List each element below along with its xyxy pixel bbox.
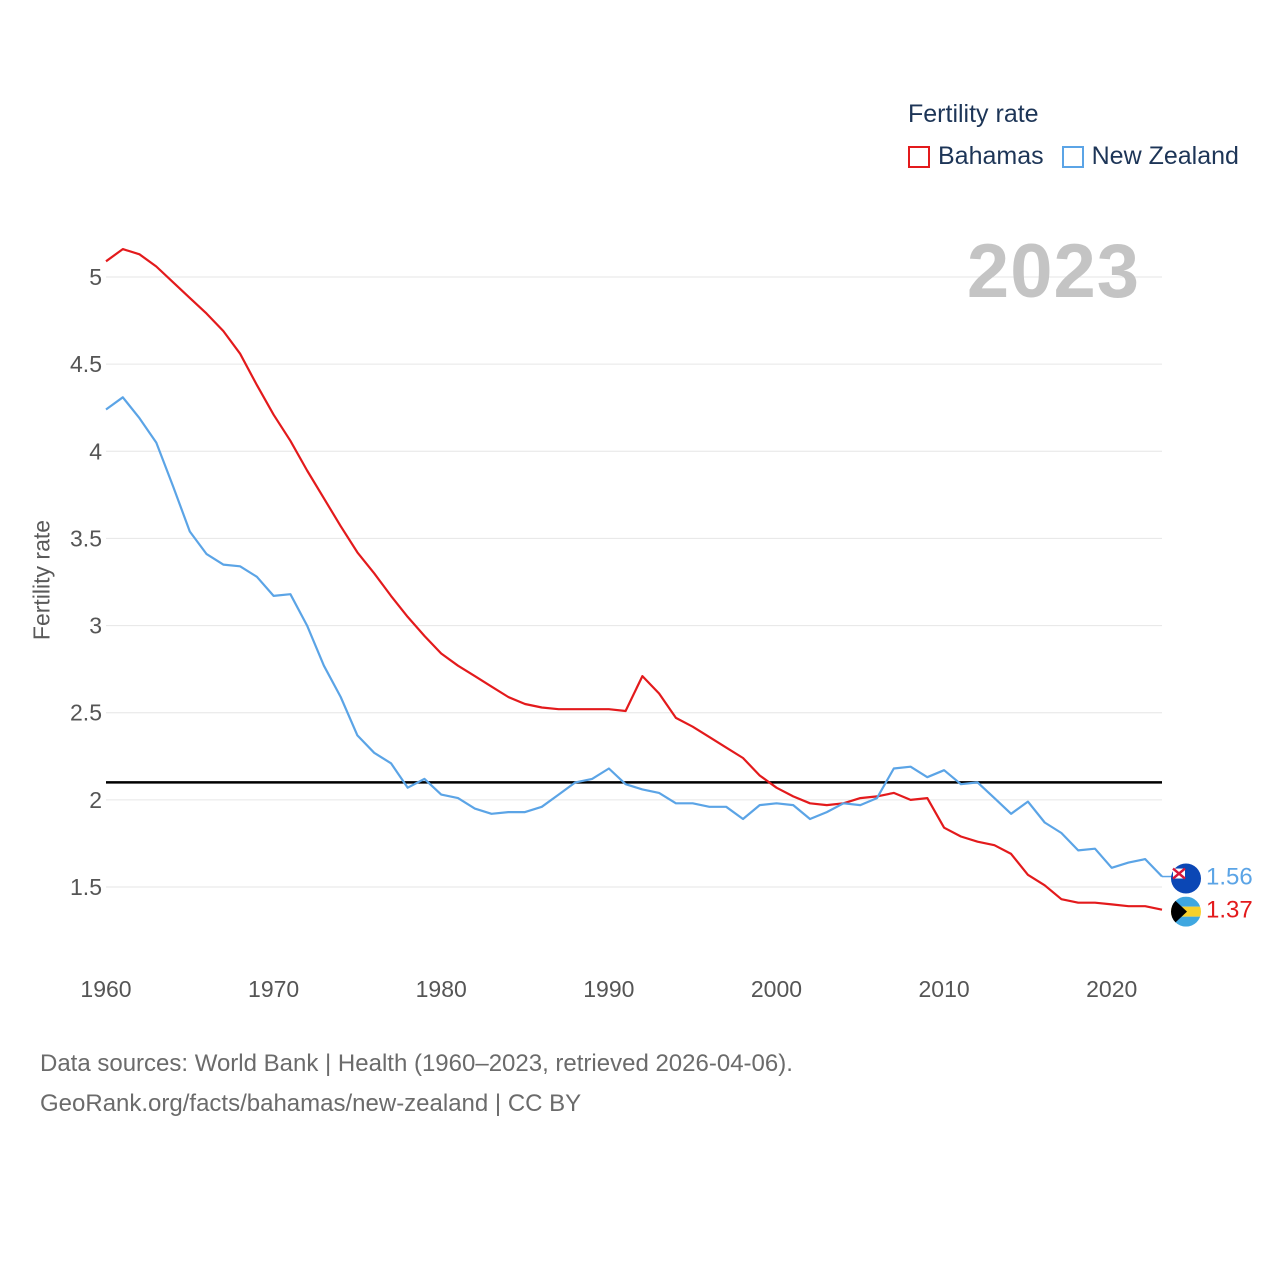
legend-swatch-bahamas (908, 145, 930, 168)
y-axis-label: Fertility rate (28, 519, 55, 641)
legend-swatch-new-zealand (1061, 145, 1084, 168)
series-line-new-zealand (105, 396, 1163, 878)
series-line-bahamas (105, 248, 1163, 911)
new-zealand-flag-icon (1171, 863, 1201, 894)
x-tick-label: 2010 (919, 976, 970, 1002)
y-tick-label: 1.5 (70, 874, 102, 900)
source-note: Data sources: World Bank | Health (1960–… (40, 1044, 793, 1124)
end-label-new-zealand: 1.56 (1206, 864, 1253, 891)
y-tick-label: 4.5 (70, 351, 102, 377)
bahamas-flag-icon (1171, 896, 1201, 927)
y-tick-label: 5 (89, 264, 102, 290)
legend-label-bahamas: Bahamas (938, 142, 1044, 170)
x-tick-label: 1960 (80, 976, 131, 1002)
y-tick-label: 2 (89, 787, 102, 813)
x-tick-label: 2000 (751, 976, 802, 1002)
source-line-1: Data sources: World Bank | Health (1960–… (40, 1050, 793, 1077)
legend-item-new-zealand[interactable]: New Zealand (1061, 142, 1239, 171)
source-line-2[interactable]: GeoRank.org/facts/bahamas/new-zealand | … (40, 1090, 582, 1117)
x-tick-label: 1980 (416, 976, 467, 1002)
end-label-bahamas: 1.37 (1206, 897, 1253, 924)
y-tick-label: 2.5 (70, 700, 102, 726)
year-label: 2023 (966, 229, 1140, 314)
legend: Bahamas New Zealand (908, 142, 1257, 171)
legend-label-new-zealand: New Zealand (1091, 142, 1239, 170)
legend-title: Fertility rate (908, 100, 1039, 128)
y-tick-label: 3.5 (70, 525, 102, 551)
y-tick-label: 3 (89, 613, 102, 639)
legend-item-bahamas[interactable]: Bahamas (908, 142, 1044, 171)
x-tick-label: 2020 (1086, 976, 1137, 1002)
x-tick-label: 1990 (583, 976, 634, 1002)
x-tick-label: 1970 (248, 976, 299, 1002)
y-tick-label: 4 (89, 438, 102, 464)
